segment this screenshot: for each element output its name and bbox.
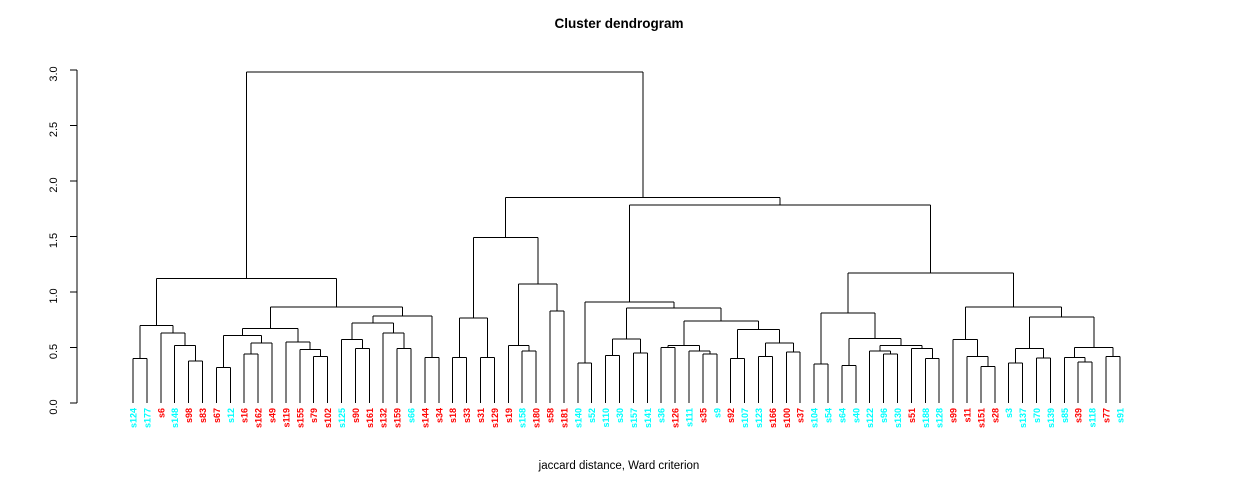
leaf-labels: s124 s177 s6 s148 s98 s83 s67 s12 s16 s162 s49 s119… [129,408,1126,428]
svg-text:s96: s96 [879,408,889,423]
svg-text:s33: s33 [462,408,472,423]
svg-text:s99: s99 [949,408,959,423]
svg-text:s16: s16 [240,408,250,423]
svg-text:s11: s11 [963,408,973,423]
svg-text:s64: s64 [837,408,847,423]
svg-text:s98: s98 [184,408,194,423]
svg-text:s70: s70 [1032,408,1042,423]
svg-text:2.0: 2.0 [48,177,60,192]
svg-text:s31: s31 [476,408,486,423]
svg-text:s54: s54 [824,408,834,423]
chart-title: Cluster dendrogram [554,16,684,31]
svg-text:s19: s19 [504,408,514,423]
svg-text:s129: s129 [490,408,500,428]
svg-text:s162: s162 [254,408,264,428]
svg-text:s40: s40 [851,408,861,423]
svg-text:s123: s123 [754,408,764,428]
y-axis: 0.0 0.5 1.0 1.5 2.0 2.5 3.0 [48,66,78,415]
svg-text:s18: s18 [448,408,458,423]
svg-text:0.5: 0.5 [48,344,60,359]
svg-text:s39: s39 [1074,408,1084,423]
svg-text:s118: s118 [1088,408,1098,428]
svg-text:s119: s119 [281,408,291,428]
svg-text:s34: s34 [434,408,444,423]
svg-text:s58: s58 [546,408,556,423]
svg-text:1.0: 1.0 [48,288,60,303]
svg-text:s177: s177 [142,408,152,428]
svg-text:2.5: 2.5 [48,122,60,137]
svg-text:s100: s100 [782,408,792,428]
svg-text:s6: s6 [156,408,166,418]
svg-text:s137: s137 [1018,408,1028,428]
svg-text:s166: s166 [768,408,778,428]
svg-text:0.0: 0.0 [48,399,60,414]
svg-text:s110: s110 [601,408,611,428]
svg-text:s130: s130 [893,408,903,428]
svg-text:s36: s36 [657,408,667,423]
svg-text:s52: s52 [587,408,597,423]
svg-text:s140: s140 [573,408,583,428]
svg-text:s155: s155 [295,408,305,428]
svg-text:s107: s107 [740,408,750,428]
svg-text:s144: s144 [420,408,430,428]
svg-text:s125: s125 [337,408,347,428]
svg-text:s12: s12 [226,408,236,423]
svg-text:s49: s49 [268,408,278,423]
svg-text:1.5: 1.5 [48,233,60,248]
svg-text:s91: s91 [1115,408,1125,423]
svg-text:s151: s151 [976,408,986,428]
svg-text:s3: s3 [1004,408,1014,418]
svg-text:s111: s111 [685,408,695,427]
svg-text:3.0: 3.0 [48,66,60,81]
svg-text:s159: s159 [393,408,403,428]
svg-text:s132: s132 [379,408,389,428]
svg-text:s37: s37 [796,408,806,423]
svg-text:s139: s139 [1046,408,1056,428]
svg-text:s102: s102 [323,408,333,428]
svg-text:s28: s28 [990,408,1000,423]
svg-text:s35: s35 [698,408,708,423]
svg-text:s79: s79 [309,408,319,423]
svg-text:s180: s180 [532,408,542,428]
svg-text:s9: s9 [712,408,722,418]
svg-text:s83: s83 [198,408,208,423]
dendrogram-lines [132,71,1121,403]
x-axis-caption: jaccard distance, Ward criterion [538,460,700,472]
svg-text:s181: s181 [559,408,569,428]
svg-text:s141: s141 [643,408,653,428]
svg-text:s104: s104 [810,408,820,428]
svg-text:s126: s126 [671,408,681,428]
svg-text:s158: s158 [518,408,528,428]
svg-text:s77: s77 [1102,408,1112,423]
svg-text:s30: s30 [615,408,625,423]
svg-text:s85: s85 [1060,408,1070,423]
svg-text:s51: s51 [907,408,917,423]
svg-text:s148: s148 [170,408,180,428]
svg-text:s161: s161 [365,408,375,428]
svg-text:s90: s90 [351,408,361,423]
svg-text:s92: s92 [726,408,736,423]
svg-text:s188: s188 [921,408,931,428]
svg-text:s122: s122 [865,408,875,428]
svg-text:s157: s157 [629,408,639,428]
svg-text:s128: s128 [935,408,945,428]
svg-text:s124: s124 [129,408,139,428]
svg-text:s67: s67 [212,408,222,423]
svg-text:s66: s66 [407,408,417,423]
